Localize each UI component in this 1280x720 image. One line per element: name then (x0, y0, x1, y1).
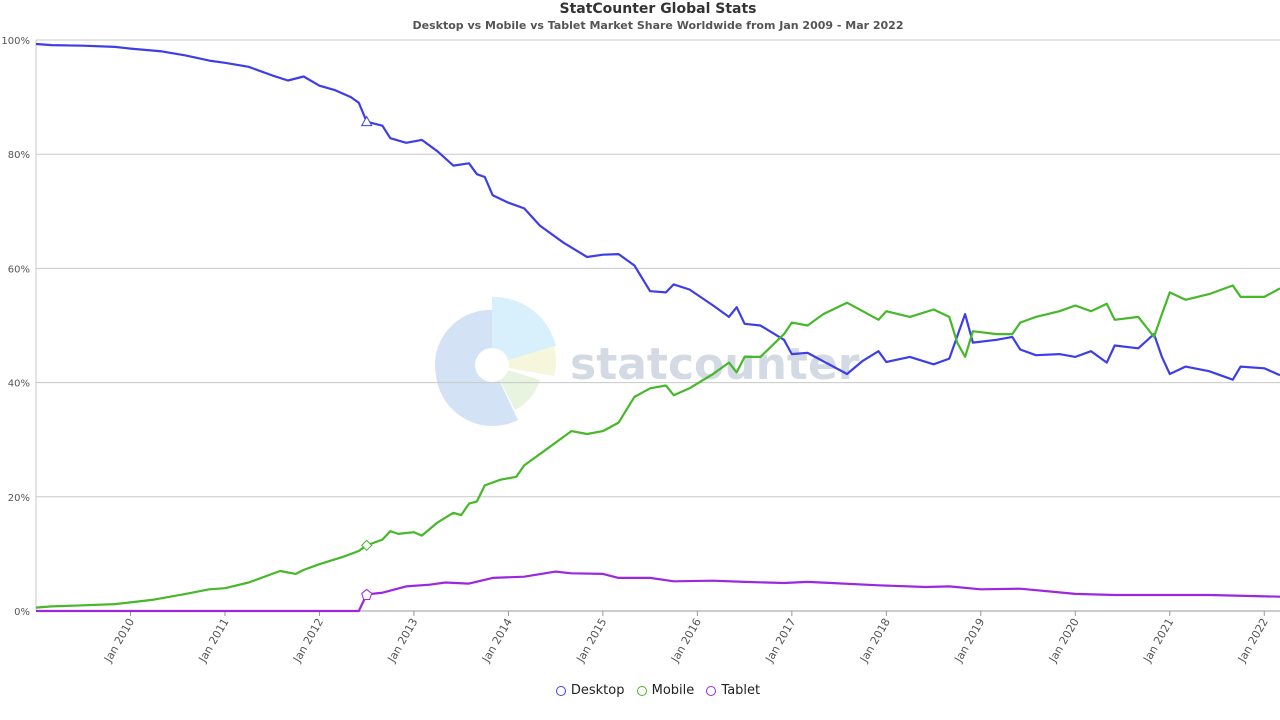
y-tick-label: 80% (8, 150, 30, 161)
watermark-text: statcounter (570, 339, 860, 390)
x-tick-label: Jan 2021 (1140, 616, 1176, 665)
grid (35, 39, 1280, 612)
x-tick-label: Jan 2020 (1046, 616, 1082, 665)
desktop-legend-icon (555, 685, 566, 696)
legend-item-desktop[interactable]: Desktop (555, 683, 625, 698)
chart-title: StatCounter Global Stats (559, 1, 757, 17)
series-marker-desktop (360, 115, 373, 127)
series-line-tablet (36, 570, 1280, 613)
x-tick-label: Jan 2014 (479, 616, 515, 665)
chart-subtitle: Desktop vs Mobile vs Tablet Market Share… (412, 19, 904, 32)
series-marker-tablet (361, 588, 373, 600)
x-tick-label: Jan 2017 (762, 616, 798, 665)
line-chart: statcounter 0%20%40%60%80%100% Jan 2010 J… (1, 36, 1280, 665)
watermark-hole (475, 348, 509, 382)
y-tick-label: 100% (1, 36, 30, 47)
watermark-segment-yellow (492, 346, 556, 376)
x-tick-label: Jan 2015 (573, 616, 609, 665)
series-line-desktop (35, 42, 1280, 381)
watermark-segment-cyan (492, 296, 556, 365)
y-tick-label: 60% (8, 264, 30, 275)
series-line-mobile (35, 284, 1280, 609)
legend-label-mobile: Mobile (651, 683, 695, 698)
watermark-logo: statcounter (434, 296, 860, 426)
x-tick-label: Jan 2016 (668, 616, 704, 665)
x-tick-label: Jan 2022 (1235, 616, 1271, 665)
x-tick-label: Jan 2010 (101, 616, 137, 665)
legend: Desktop Mobile Tablet (0, 683, 1280, 700)
x-axis: Jan 2010 Jan 2011 Jan 2012 Jan 2013 Jan 2014… (101, 611, 1271, 665)
series-group (35, 42, 1280, 613)
y-tick-label: 0% (14, 607, 30, 618)
series-marker-mobile (360, 539, 373, 552)
x-tick-label: Jan 2013 (385, 616, 421, 665)
y-axis: 0% 20% 40% 60% 80% 100% (1, 36, 30, 618)
x-tick-label: Jan 2019 (951, 616, 987, 665)
x-tick-label: Jan 2012 (290, 616, 326, 665)
y-tick-label: 20% (8, 493, 30, 504)
legend-item-mobile[interactable]: Mobile (636, 683, 695, 698)
tablet-legend-icon (706, 685, 717, 696)
legend-label-tablet: Tablet (721, 683, 761, 698)
x-tick-label: Jan 2018 (857, 616, 893, 665)
legend-item-tablet[interactable]: Tablet (706, 683, 760, 698)
x-tick-label: Jan 2011 (196, 616, 232, 665)
y-tick-label: 40% (8, 379, 30, 390)
mobile-legend-icon (636, 685, 647, 696)
legend-label-desktop: Desktop (570, 683, 625, 698)
